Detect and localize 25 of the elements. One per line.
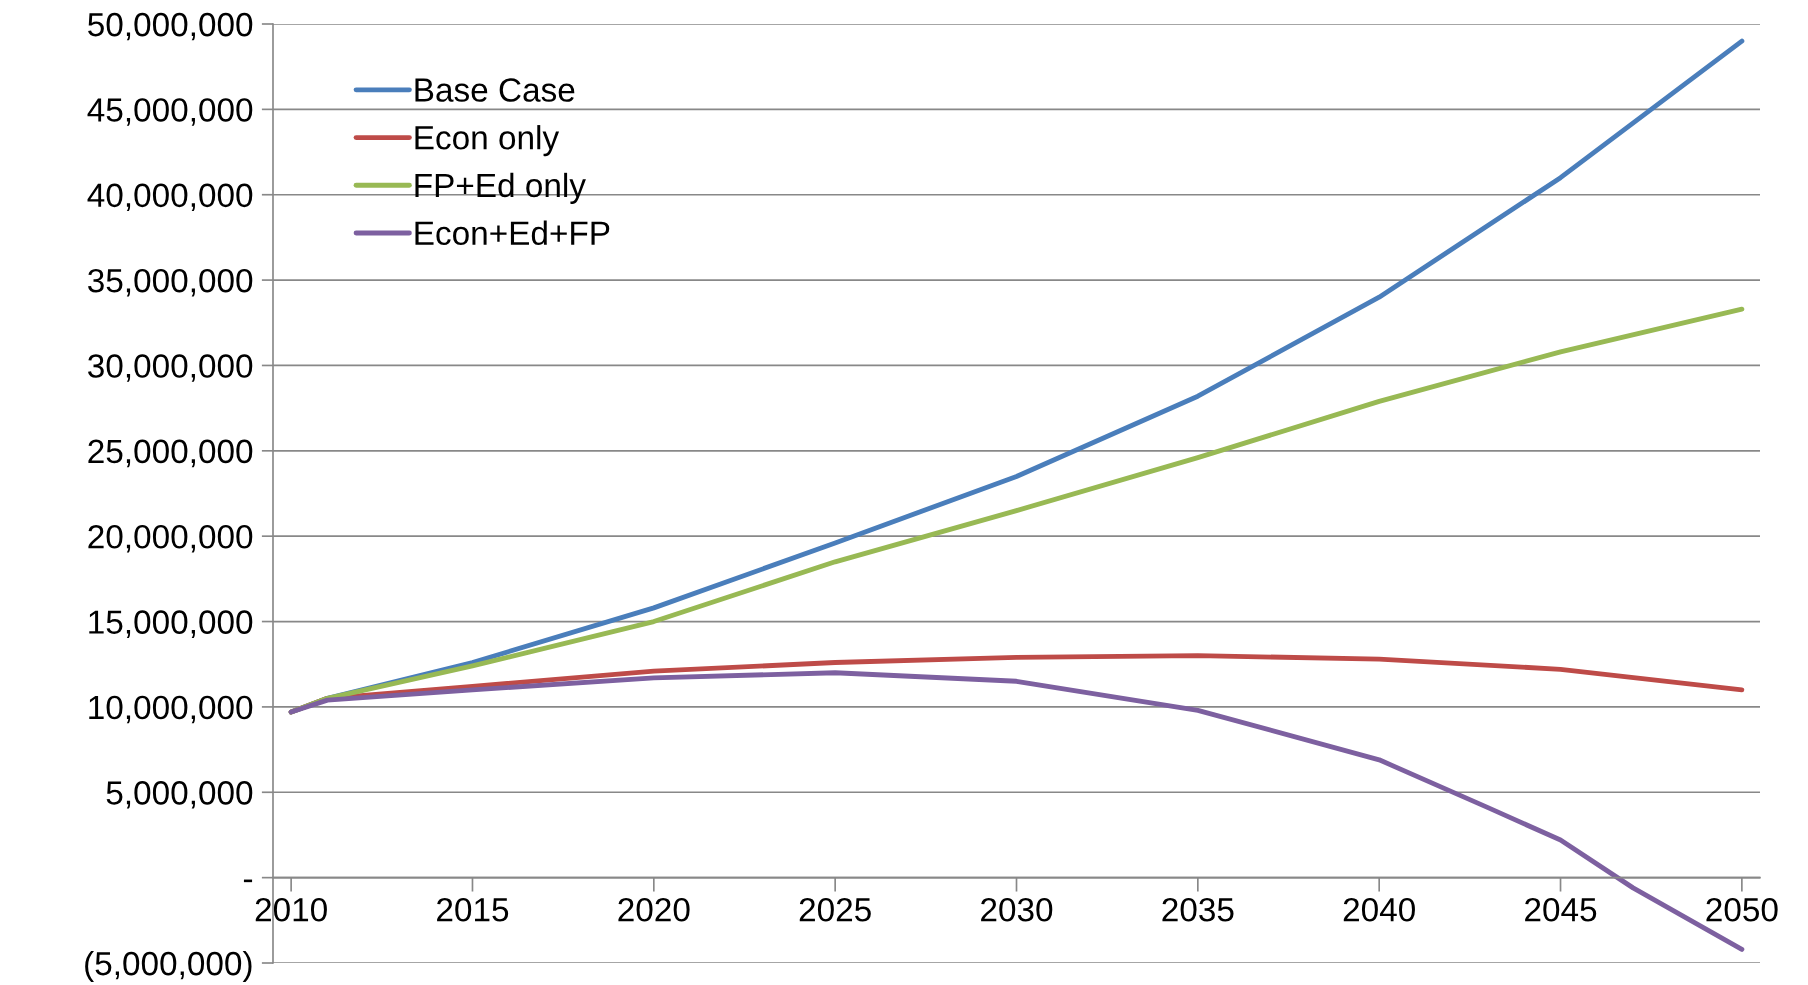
x-tick-label: 2020 <box>618 897 690 922</box>
y-tick-label: 30,000,000 <box>88 354 253 382</box>
y-tick-label: 20,000,000 <box>88 524 253 553</box>
y-tick-label: 5,000,000 <box>106 781 253 809</box>
x-tick-label: 2050 <box>1706 897 1778 922</box>
x-tick-label: 2040 <box>1343 897 1415 922</box>
x-tick-label: 2025 <box>799 897 871 922</box>
y-tick-label: 15,000,000 <box>89 610 253 638</box>
legend-label: Econ+Ed+FP <box>415 220 610 246</box>
y-tick-label: (5,000,000) <box>85 950 252 982</box>
y-tick-label: - <box>243 879 253 883</box>
x-tick-label: 2035 <box>1162 897 1234 922</box>
x-tick-label: 2045 <box>1525 897 1597 922</box>
legend-label: FP+Ed only <box>415 172 586 204</box>
y-tick-label: 40,000,000 <box>87 183 253 212</box>
y-tick-label: 10,000,000 <box>89 695 253 724</box>
legend-label: Econ only <box>415 125 560 157</box>
y-tick-label: 25,000,000 <box>88 439 253 468</box>
x-tick-label: 2030 <box>981 897 1053 922</box>
x-tick-label: 2015 <box>437 897 509 922</box>
y-tick-label: 50,000,000 <box>88 12 253 41</box>
x-tick-label: 2010 <box>255 897 327 922</box>
legend-label: Base Case <box>415 78 575 102</box>
y-tick-label: 45,000,000 <box>87 98 253 126</box>
y-tick-label: 35,000,000 <box>88 268 253 297</box>
